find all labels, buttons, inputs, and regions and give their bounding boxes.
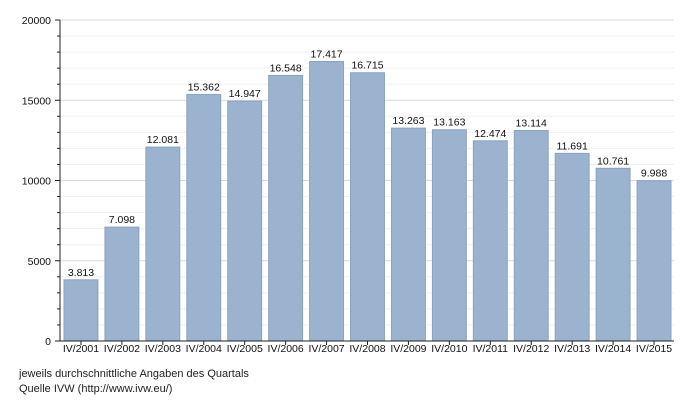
data-labels: 3.813 7.098 12.081 15.362 14.947 16.548 17.417… — [68, 48, 668, 278]
x-tick-label: IV/2011 — [473, 343, 509, 355]
bar-iv-2007 — [309, 60, 345, 342]
bar-iv-2011 — [472, 140, 508, 342]
y-tick-label: 0 — [45, 336, 51, 348]
footnote-note: jeweils durchschnittliche Angaben des Qu… — [19, 368, 249, 380]
bar-value-label: 15.362 — [188, 81, 220, 93]
bar-iv-2003 — [145, 146, 181, 342]
x-tick-label: IV/2005 — [227, 343, 263, 355]
bar-iv-2006 — [268, 74, 304, 342]
bar-iv-2015 — [636, 180, 672, 342]
bar-value-label: 7.098 — [109, 214, 135, 226]
bar-iv-2014 — [595, 167, 631, 342]
bars — [63, 60, 672, 342]
bar-value-label: 3.813 — [68, 267, 94, 279]
bar-iv-2005 — [227, 100, 263, 342]
x-tick-label: IV/2004 — [186, 343, 222, 355]
bar-value-label: 17.417 — [311, 48, 343, 60]
x-tick-label: IV/2001 — [63, 343, 99, 355]
bar-iv-2008 — [350, 72, 385, 342]
bar-value-label: 16.548 — [270, 62, 302, 74]
x-tick-label: IV/2007 — [308, 343, 344, 355]
bar-value-label: 13.163 — [433, 117, 465, 129]
bar-iv-2004 — [186, 93, 222, 342]
bar-value-label: 12.081 — [147, 134, 179, 146]
bar-iv-2009 — [390, 127, 426, 342]
y-tick-label: 5000 — [28, 256, 52, 268]
x-tick-label: IV/2009 — [390, 343, 426, 355]
bar-iv-2010 — [431, 129, 467, 342]
x-tick-label: IV/2015 — [636, 343, 672, 355]
y-tick-label: 10000 — [22, 176, 51, 188]
bar-value-label: 13.114 — [516, 118, 547, 130]
y-tick-label: 15000 — [22, 95, 51, 107]
bar-iv-2001 — [63, 279, 99, 342]
x-tick-label: IV/2008 — [349, 343, 385, 355]
bar-iv-2002 — [104, 226, 140, 342]
bar-value-label: 13.263 — [392, 115, 424, 127]
bar-value-label: 9.988 — [641, 168, 667, 180]
x-tick-label: IV/2012 — [513, 343, 549, 355]
footnote-source: Quelle IVW (http://www.ivw.eu/) — [19, 383, 173, 395]
bar-value-label: 11.691 — [556, 140, 587, 152]
x-tick-label: IV/2006 — [268, 343, 304, 355]
bar-value-label: 16.715 — [351, 60, 383, 72]
bar-iv-2012 — [513, 130, 549, 342]
bar-value-label: 12.474 — [474, 128, 506, 140]
x-tick-label: IV/2002 — [104, 343, 140, 355]
bar-value-label: 14.947 — [229, 88, 261, 100]
x-tick-label: IV/2010 — [431, 343, 467, 355]
axes: IV/2001 IV/2002 IV/2003 IV/2004 IV/2005 IV/20… — [22, 15, 674, 355]
x-tick-label: IV/2014 — [595, 343, 631, 355]
y-tick-label: 20000 — [22, 15, 51, 27]
bar-iv-2013 — [554, 152, 590, 342]
x-tick-label: IV/2003 — [145, 343, 181, 355]
bar-value-label: 10.761 — [597, 155, 629, 167]
x-tick-label: IV/2013 — [554, 343, 590, 355]
